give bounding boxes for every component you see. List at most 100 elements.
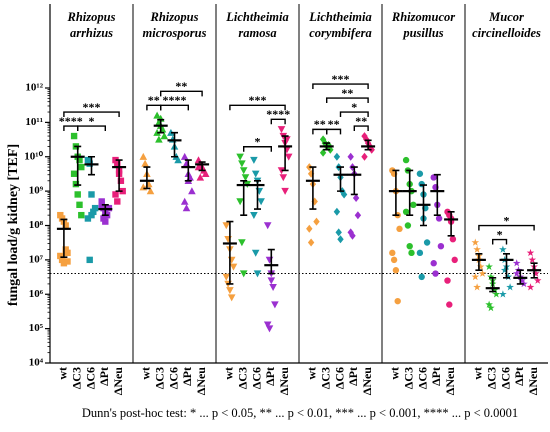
point [153, 128, 161, 136]
point [418, 273, 425, 281]
iqr-bar [337, 166, 344, 192]
point [222, 273, 231, 281]
point [520, 279, 528, 288]
point [416, 249, 424, 257]
significance-label: * [351, 100, 357, 114]
point [490, 286, 499, 294]
iqr-bar [267, 248, 275, 275]
point [279, 174, 288, 182]
point [333, 207, 341, 216]
point [155, 135, 163, 143]
iqr-bar [60, 218, 68, 258]
point [277, 167, 286, 175]
panel-title: Rhizopus [67, 10, 116, 24]
point [432, 270, 439, 277]
point [119, 187, 126, 195]
point [224, 236, 232, 243]
iqr-bar [392, 169, 400, 216]
x-tick-label: ΔC6 [415, 367, 429, 389]
point [423, 239, 431, 246]
x-tick-label: ΔPt [346, 367, 360, 386]
point [201, 170, 210, 177]
panel-title: Mucor [488, 10, 524, 24]
point [473, 283, 481, 291]
point [222, 222, 231, 230]
panel-title: ramosa [238, 26, 276, 40]
iqr-bar [184, 159, 192, 182]
point [86, 256, 93, 264]
point [64, 249, 71, 257]
point [88, 211, 95, 219]
iqr-bar [281, 135, 289, 172]
y-tick-label: 10⁸ [29, 219, 44, 231]
point [250, 156, 258, 164]
point [255, 187, 264, 195]
point [526, 248, 535, 257]
point [396, 225, 403, 233]
point [226, 287, 234, 295]
point [532, 269, 540, 277]
y-tick-label: 10¹² [25, 82, 43, 94]
iqr-bar [475, 253, 483, 272]
panel-title: Lichtheimia [225, 10, 289, 24]
point [368, 145, 375, 154]
point [88, 191, 95, 198]
bracket [312, 83, 369, 90]
bracket [63, 111, 120, 118]
point [451, 256, 458, 264]
point [253, 270, 262, 278]
x-tick-label: ΔNeu [194, 367, 208, 396]
point [229, 263, 238, 271]
y-tick-label: 10⁴ [29, 357, 44, 369]
bracket [492, 238, 508, 245]
significance-label: ** [355, 114, 367, 128]
point [471, 272, 480, 281]
y-tick-label: 10¹¹ [25, 116, 43, 128]
y-tick-label: 10⁹ [29, 185, 44, 197]
point [236, 153, 244, 161]
y-tick-label: 10⁶ [29, 288, 44, 300]
point [238, 239, 246, 247]
point [72, 180, 80, 188]
point [167, 128, 175, 136]
panel-title: circinelloides [472, 26, 541, 40]
significance-label: ** [314, 117, 326, 131]
point [404, 222, 412, 229]
point [265, 256, 274, 264]
panel-title: Rhizomucor [391, 10, 455, 24]
significance-label: **** [163, 93, 187, 107]
point [62, 222, 69, 229]
point [241, 174, 250, 182]
point [57, 211, 64, 219]
footnote: Dunn's post-hoc test: * ... p < 0.05, **… [82, 406, 518, 420]
x-tick-label: wt [56, 367, 70, 380]
y-tick-label: 10⁵ [29, 322, 44, 334]
point [347, 152, 354, 161]
bracket [478, 224, 535, 231]
point [389, 249, 396, 257]
point [335, 228, 342, 237]
point [250, 212, 258, 219]
point [408, 249, 415, 257]
x-tick-label: ΔPt [512, 367, 526, 386]
iqr-bar [309, 166, 317, 210]
iqr-bar [350, 166, 358, 196]
point [518, 276, 526, 284]
point [227, 256, 236, 264]
iqr-bar [74, 145, 82, 186]
point [313, 217, 320, 226]
point [340, 190, 348, 199]
iqr-bar [406, 169, 414, 216]
point [319, 148, 327, 157]
point [392, 267, 400, 274]
bracket [353, 125, 369, 132]
x-tick-label: ΔPt [429, 367, 443, 386]
point [506, 283, 514, 291]
panel-title: Rhizopus [150, 10, 199, 24]
point [485, 300, 493, 308]
point [390, 256, 398, 264]
point [76, 156, 83, 164]
point [114, 198, 121, 205]
iqr-bar [171, 131, 178, 158]
point [141, 159, 149, 167]
